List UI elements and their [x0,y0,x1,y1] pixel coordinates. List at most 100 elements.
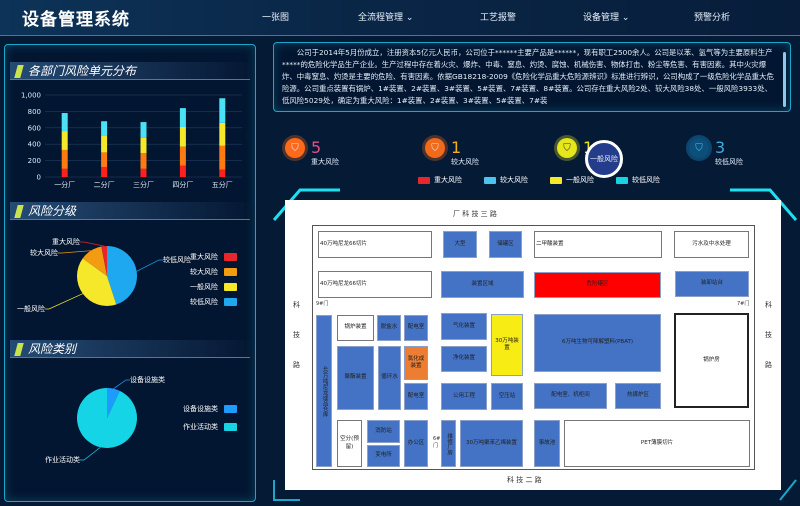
bar-segment [140,168,147,177]
bar-segment [179,165,186,177]
map-block[interactable]: 空压站 [491,383,523,410]
map-block[interactable]: 40万吨尼龙66切片 [318,231,432,258]
slice-label: 重大风险 [52,237,80,246]
bar-segment [140,122,147,138]
label-line [80,447,101,461]
nav-label: 全流程管理 [358,13,404,23]
legend-label: 较低风险 [190,297,218,306]
stat-low: ⛉ 3 较低风险 [689,138,799,167]
bar-segment [219,122,226,146]
legend-swatch [224,405,237,413]
shield-icon: ⛉ [425,138,445,158]
map-block[interactable]: 储罐区 [489,231,522,258]
pie-risk-type-section: 风险类别 [10,340,250,358]
bar-segment [101,136,108,153]
map-block[interactable]: 气化装置 [441,313,487,340]
gate-9: 9#门 [316,301,329,307]
map-block-major-risk[interactable]: 危险罐区 [534,272,661,298]
map-block-general-risk[interactable]: 30万吨装置 [491,314,523,376]
stat-large: ⛉ 1 较大风险 [425,138,557,167]
highlight-cursor[interactable]: 一般风险 [585,140,623,178]
map-block[interactable]: 空分(预留) [337,420,362,467]
map-block[interactable]: 聚酯装置 [337,346,374,410]
bar-chart: 0 200 400 600 800 1,000 一分厂 二分厂 三分厂 四分厂 五分厂 [21,92,242,189]
map-block[interactable]: 6万吨生物可降解塑料(PBAT) [534,314,661,372]
map-block[interactable]: 办公区 [404,420,428,467]
map-block[interactable]: 污水及中水处理 [674,231,749,258]
pie-slice [107,246,137,305]
chevron-down-icon: ⌄ [405,13,414,23]
stat-value: 5 [311,138,322,157]
legend-label: 较大风险 [190,267,218,276]
bar-chart-title: 各部门风险单元分布 [10,62,250,80]
map-block[interactable]: 配电室 [404,315,428,341]
map-block[interactable]: 装卸站台 [675,271,749,297]
stat-label: 较大风险 [451,158,479,166]
map-block[interactable]: 循环水 [378,346,401,410]
legend-label: 重大风险 [190,252,218,261]
pie-slice [82,246,107,276]
map-block[interactable]: 公用工程 [441,383,487,410]
bar-segment [61,168,68,177]
map-block[interactable]: 30万吨聚苯乙烯装置 [460,420,523,467]
bar-segment [101,167,108,177]
stat-label: 重大风险 [311,158,339,166]
nav-equipment-management[interactable]: 设备管理 ⌄ [583,10,629,23]
intro-scrollbar[interactable] [783,52,786,107]
pie-risk-level-section: 风险分级 [10,202,250,220]
stat-value: 1 [451,138,462,157]
map-block[interactable]: 配电室、机柜间 [534,383,607,409]
legend-swatch [224,268,237,276]
x-tick-label: 四分厂 [172,180,193,189]
legend-swatch [224,298,237,306]
map-block[interactable]: 锅炉房 [674,313,749,408]
bar-chart-section: 各部门风险单元分布 [10,62,250,80]
nav-warning-analysis[interactable]: 预警分析 [694,13,731,23]
nav-process-alarm[interactable]: 工艺报警 [480,13,517,23]
pie-risk-type-title: 风险类别 [10,340,250,358]
legend-item: 重大风险 [418,175,462,185]
legend-label: 设备设施类 [183,404,218,413]
y-tick-label: 800 [28,108,41,116]
map-block[interactable]: 维修厂房 [441,420,456,467]
map-block[interactable]: 大型 [443,231,477,258]
map-block[interactable]: 40万吨尼龙成品仓库 [316,315,332,467]
pie-slice [101,246,107,276]
pie-risk-level-title: 风险分级 [10,202,250,220]
bar-segment [101,152,108,168]
map-block[interactable]: 二甲酸装置 [534,231,662,258]
map-block[interactable]: 变电所 [367,445,400,467]
map-block[interactable]: 40万吨尼龙66切片 [318,271,432,298]
label-line [80,241,105,247]
highlight-label: 一般风险 [590,155,618,163]
bar-segment [61,131,68,150]
legend-item: 一般风险 [550,175,594,185]
slice-label: 设备设施类 [130,375,165,384]
shield-icon: ⛉ [285,138,305,158]
slice-label: 较低风险 [163,255,191,264]
stat-general: ⛉ 1 [557,138,689,167]
pie-slice [107,388,120,418]
shield-icon: ⛉ [689,138,709,158]
legend-label: 一般风险 [190,282,218,291]
map-block-large-risk[interactable]: 氯化成装置 [404,346,428,380]
map-block[interactable]: 消防站 [367,420,400,443]
app-title: 设备管理系统 [22,10,130,30]
plant-boundary [312,225,755,470]
road-label-left: 科技路 [293,301,300,369]
bar-segment [61,113,68,132]
map-block[interactable]: 热媒炉区 [615,383,661,409]
x-tick-label: 五分厂 [212,180,233,189]
map-block[interactable]: 净化装置 [441,346,487,372]
map-block[interactable]: 脱盐水 [377,315,401,341]
map-block[interactable]: 锅炉装置 [337,315,374,341]
map-block[interactable]: PET薄膜切片 [564,420,750,467]
map-block[interactable]: 装置区域 [441,271,524,298]
map-block[interactable]: 配电室 [404,383,428,410]
map-block[interactable]: 事故池 [534,420,560,467]
chevron-down-icon: ⌄ [621,13,630,23]
nav-process-management[interactable]: 全流程管理 ⌄ [358,10,413,23]
nav-overview[interactable]: 一张图 [262,13,290,23]
